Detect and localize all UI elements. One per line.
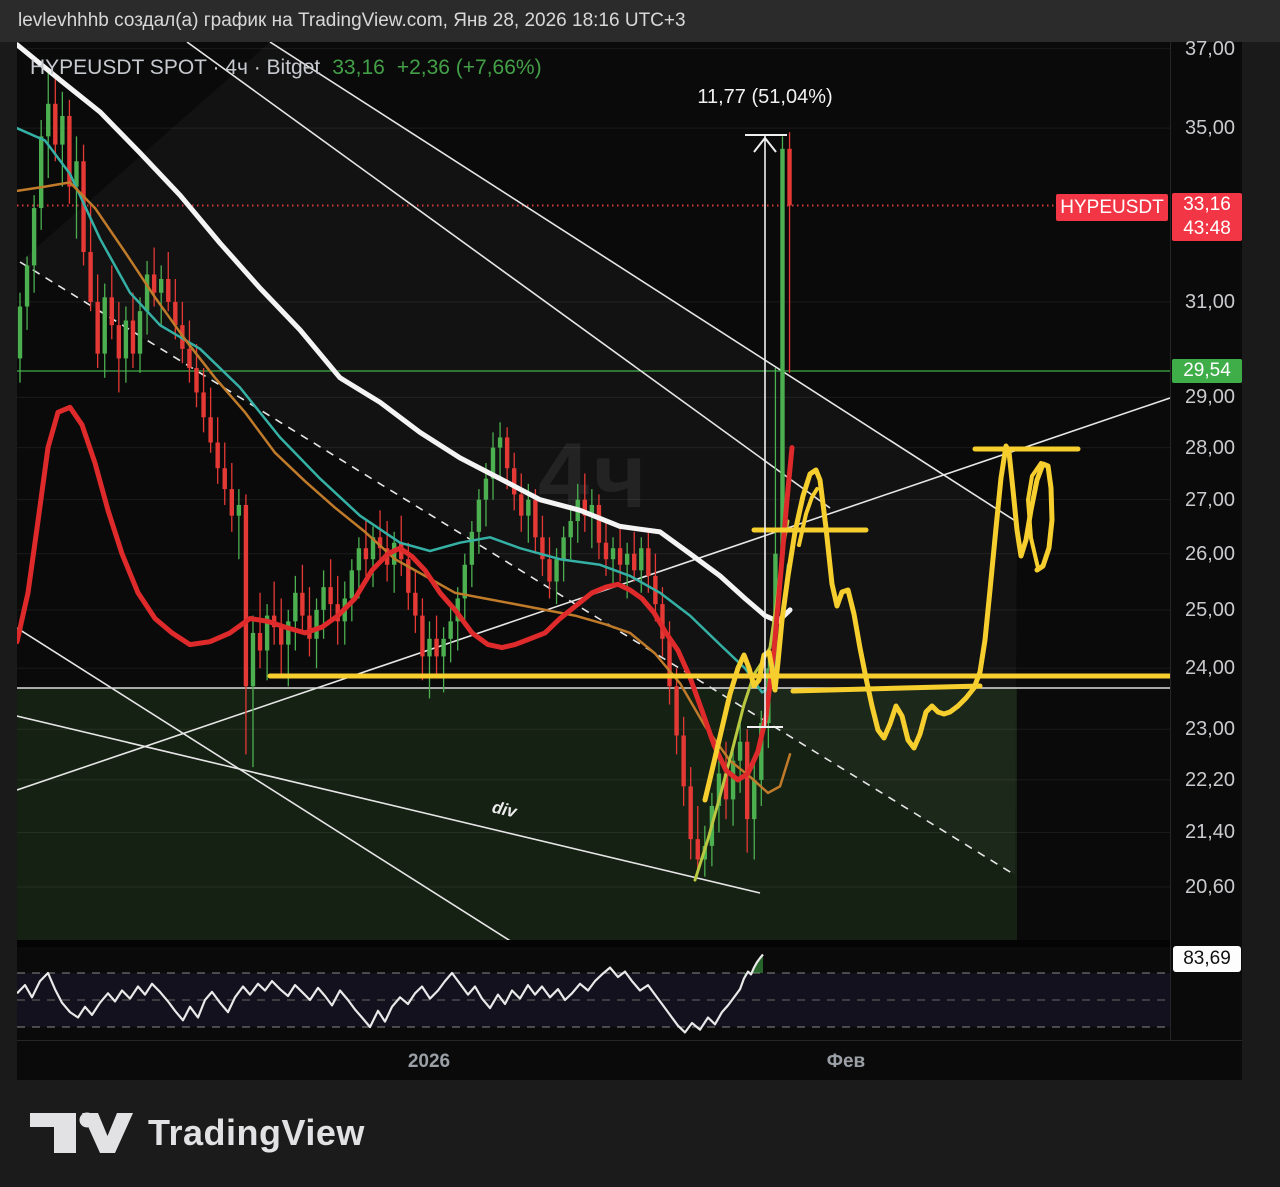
price-change: +2,36 (+7,66%) — [396, 56, 542, 79]
rsi-value-chip: 83,69 — [1173, 946, 1241, 972]
price-axis-separator — [1170, 42, 1171, 1040]
tradingview-logo[interactable]: TradingView — [30, 1111, 365, 1155]
footer: TradingView — [0, 1080, 1280, 1187]
time-tick: 2026 — [407, 1051, 451, 1072]
price-tick: 35,00 — [1185, 117, 1236, 140]
price-tick: 27,00 — [1185, 488, 1236, 511]
last-price-chip: 33,16 43:48 — [1172, 193, 1242, 241]
right-margin — [1242, 42, 1280, 1080]
price-tick: 21,40 — [1185, 821, 1236, 844]
price-tick: 37,00 — [1185, 37, 1236, 60]
last-price-value: 33,16 — [1183, 194, 1231, 215]
pane-separator[interactable] — [17, 940, 1170, 947]
price-tick: 22,20 — [1185, 768, 1236, 791]
time-tick: Фев — [826, 1051, 866, 1072]
price-line-symbol-chip: HYPEUSDT — [1056, 194, 1168, 221]
level-price-chip: 29,54 — [1172, 359, 1242, 383]
bar-countdown: 43:48 — [1183, 218, 1231, 239]
tradingview-logo-icon — [30, 1112, 133, 1153]
price-tick: 20,60 — [1185, 875, 1236, 898]
price-tick: 25,00 — [1185, 598, 1236, 621]
attribution-text: levlevhhhb создал(а) график на TradingVi… — [18, 10, 686, 31]
last-price: 33,16 — [332, 56, 385, 79]
tradingview-wordmark: TradingView — [148, 1112, 365, 1153]
symbol-header[interactable]: HYPEUSDT SPOT · 4ч · Bitget 33,16 +2,36 (+… — [30, 56, 542, 80]
price-tick: 24,00 — [1185, 657, 1236, 680]
left-margin — [0, 42, 17, 1080]
price-tick: 31,00 — [1185, 290, 1236, 313]
price-tick: 23,00 — [1185, 718, 1236, 741]
measure-label: 11,77 (51,04%) — [697, 86, 833, 108]
time-axis-separator — [17, 1040, 1242, 1041]
symbol-title[interactable]: HYPEUSDT SPOT · 4ч · Bitget — [30, 56, 321, 79]
price-tick: 28,00 — [1185, 436, 1236, 459]
price-tick: 29,00 — [1185, 386, 1236, 409]
attribution-bar: levlevhhhb создал(а) график на TradingVi… — [0, 0, 1280, 42]
price-tick: 26,00 — [1185, 542, 1236, 565]
